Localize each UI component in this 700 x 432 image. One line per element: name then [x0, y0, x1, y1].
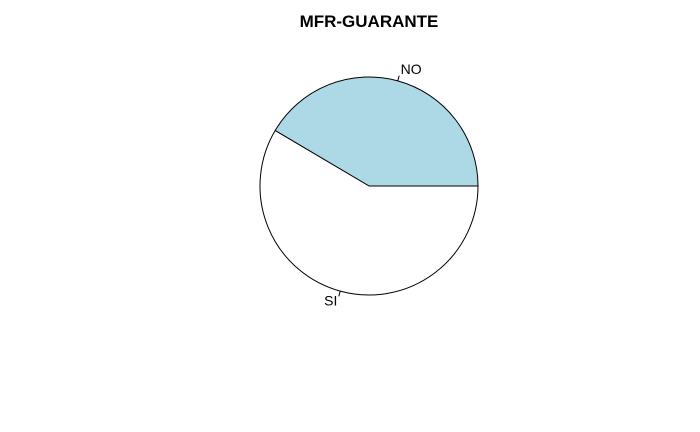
pie-tick-no	[397, 75, 400, 81]
pie-tick-si	[338, 291, 341, 297]
pie-label-si: SI	[324, 292, 337, 308]
pie-labels: NO SI	[324, 61, 422, 308]
pie-slice-no	[274, 76, 479, 187]
pie-label-no: NO	[401, 61, 422, 77]
pie-slice-si	[259, 129, 479, 296]
pie-slices	[259, 76, 479, 296]
chart-title: MFR-GUARANTE	[300, 12, 439, 31]
